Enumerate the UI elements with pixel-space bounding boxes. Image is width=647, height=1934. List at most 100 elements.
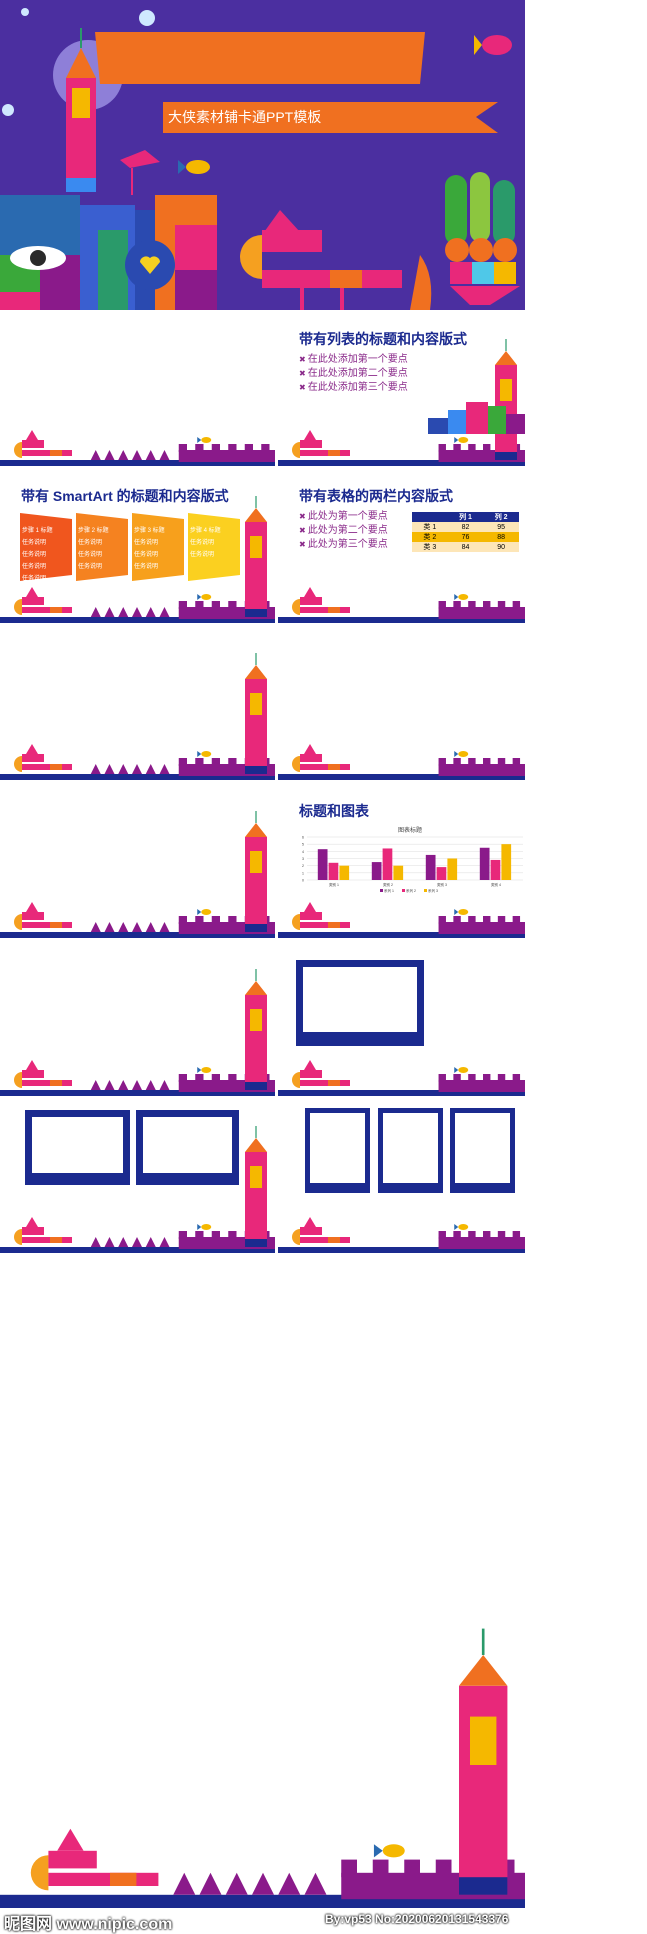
bullet-item: 在此处添加第二个要点: [299, 367, 408, 381]
bar: [317, 849, 328, 880]
watermark-left: 昵图网 www.nipic.com: [4, 1916, 173, 1933]
step-item: 任务说明: [134, 540, 159, 546]
y-tick-label: 1: [302, 871, 304, 875]
step-item: 任务说明: [190, 540, 215, 546]
cover-banner-title: 大侠素材铺卡通PPT模板: [168, 109, 322, 125]
step-item: 任务说明: [78, 552, 103, 558]
cover-illustration: [0, 8, 520, 310]
chart-title: 图表标题: [398, 826, 422, 834]
picture-area: [143, 1117, 232, 1173]
legend-label: 系列 3: [428, 888, 438, 893]
smartart-steps: [20, 513, 240, 581]
legend-label: 系列 1: [384, 888, 394, 893]
footer-illustration: [0, 430, 275, 466]
footer-illustration: [0, 1126, 275, 1253]
smartart-step-1: 步骤 1 标题 任务说明 任务说明 任务说明 任务说明: [22, 525, 53, 585]
picture-area: [32, 1117, 123, 1173]
bullet-list: 此处为第一个要点 此处为第二个要点 此处为第三个要点: [299, 510, 388, 552]
footer-illustration: [278, 1217, 525, 1253]
step-item: 任务说明: [134, 564, 159, 570]
footer-illustration: [0, 811, 275, 938]
step-item: 任务说明: [22, 540, 47, 546]
table-header-row: 列 1 列 2: [412, 512, 519, 522]
cover-banner-shapes: [95, 32, 498, 133]
table-cell: 类 2: [423, 534, 437, 541]
y-tick-label: 0: [302, 879, 304, 883]
bar: [328, 862, 339, 880]
picture-placeholder-frame: [378, 1108, 443, 1193]
footer-illustration: [278, 744, 525, 780]
table-cell: 82: [461, 523, 470, 531]
picture-area: [455, 1113, 510, 1183]
watermark-right: By:vp53 No:20200620131543376: [325, 1912, 509, 1926]
picture-area: [310, 1113, 365, 1183]
step-item: 任务说明: [78, 540, 103, 546]
smartart-step-4: 步骤 4 标题 任务说明 任务说明: [190, 525, 221, 561]
step-item: 任务说明: [22, 576, 47, 582]
legend-swatch: [380, 889, 383, 892]
step-heading: 步骤 4 标题: [190, 528, 221, 534]
bar: [490, 859, 501, 880]
x-tick-label: 类别 4: [491, 882, 501, 887]
footer-illustration: [278, 1060, 525, 1096]
table-row: 类 1 82 95: [412, 522, 519, 532]
bullet-item: 在此处添加第一个要点: [299, 353, 408, 367]
bar-chart: 图表标题 0 1 2 3 4 5 6 类别 1 类别 2 类别 3 类别 4 系列 1 系列 2 系列 3: [302, 826, 523, 893]
smartart-step-3: 步骤 3 标题 任务说明 任务说明 任务说明: [134, 525, 165, 573]
footer-illustration: [0, 969, 275, 1096]
picture-placeholder-frame: [296, 960, 424, 1046]
step-heading: 步骤 1 标题: [22, 528, 53, 534]
x-tick-label: 类别 3: [437, 882, 447, 887]
bullet-item: 此处为第三个要点: [299, 538, 388, 552]
footer-illustration: [278, 587, 525, 623]
y-tick-label: 4: [302, 850, 304, 854]
bar: [371, 862, 382, 880]
data-table: 列 1 列 2 类 1 82 95 类 2 76 88 类 3 84 90: [412, 512, 519, 552]
bar: [501, 844, 512, 880]
table-row: 类 3 84 90: [412, 542, 519, 552]
step-item: 任务说明: [190, 552, 215, 558]
bullet-list: 在此处添加第一个要点 在此处添加第二个要点 在此处添加第三个要点: [299, 353, 408, 395]
footer-illustration: [0, 653, 275, 780]
x-tick-label: 类别 2: [383, 882, 393, 887]
table-cell: 84: [461, 543, 470, 551]
bar: [447, 858, 458, 880]
picture-area: [383, 1113, 438, 1183]
cover-slide: 大侠素材铺卡通PPT模板: [0, 0, 525, 310]
bar: [425, 854, 436, 880]
slide-title: 带有 SmartArt 的标题和内容版式: [21, 488, 229, 504]
table-header-cell: 列 1: [447, 512, 484, 522]
step-heading: 步骤 3 标题: [134, 528, 165, 534]
footer-illustration: [278, 339, 525, 466]
bar: [393, 865, 404, 880]
y-tick-label: 3: [302, 857, 304, 861]
slide-smartart: 带有 SmartArt 的标题和内容版式 步骤 1 标题 任务说明 任务说明 任…: [0, 475, 275, 625]
picture-area: [303, 967, 417, 1032]
slide-title: 标题和图表: [299, 803, 369, 819]
table-cell: 76: [461, 533, 470, 541]
footer-illustration: [0, 1628, 525, 1908]
bar: [479, 847, 490, 880]
picture-placeholder-frame: [450, 1108, 515, 1193]
legend-swatch: [424, 889, 427, 892]
table-row: 类 2 76 88: [412, 532, 519, 542]
bullet-item: 此处为第二个要点: [299, 524, 388, 538]
bar: [382, 848, 393, 880]
table-header-cell: 列 2: [483, 512, 519, 522]
footer-illustration: [0, 496, 275, 623]
table-cell: 类 3: [423, 544, 437, 551]
smartart-step-2: 步骤 2 标题 任务说明 任务说明 任务说明: [78, 525, 109, 573]
step-item: 任务说明: [134, 552, 159, 558]
footer-illustration: [278, 902, 525, 938]
bullet-item: 此处为第一个要点: [299, 510, 388, 524]
picture-placeholder-frame: [25, 1110, 130, 1185]
picture-placeholder-frame: [305, 1108, 370, 1193]
y-tick-label: 5: [302, 843, 304, 847]
table-cell: 95: [497, 523, 506, 531]
y-tick-label: 2: [302, 864, 304, 868]
slide-title: 带有表格的两栏内容版式: [299, 488, 453, 504]
bar: [436, 867, 447, 880]
slide-title: 带有列表的标题和内容版式: [299, 331, 467, 347]
table-cell: 88: [497, 533, 506, 541]
bullet-item: 在此处添加第三个要点: [299, 381, 408, 395]
